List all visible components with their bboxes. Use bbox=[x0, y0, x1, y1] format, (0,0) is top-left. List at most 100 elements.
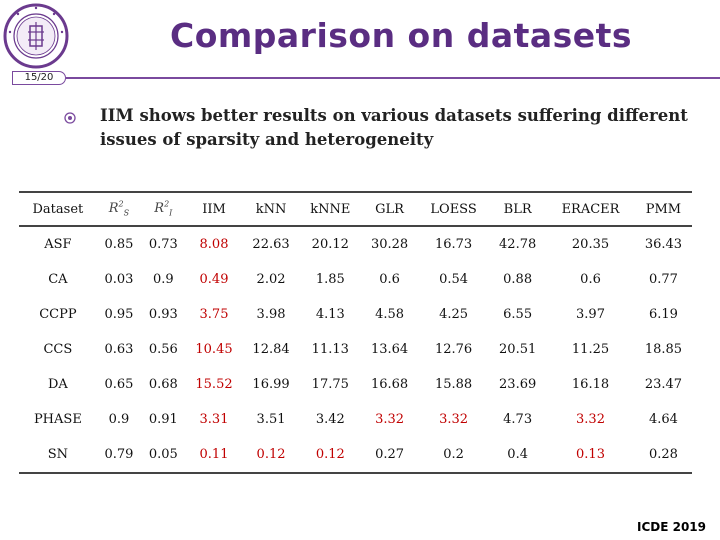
value-cell: 0.9 bbox=[108, 412, 130, 427]
value-cell: 2.02 bbox=[256, 272, 286, 287]
key-statement: IIM shows better results on various data… bbox=[100, 106, 688, 149]
column-header: kNNE bbox=[299, 191, 362, 227]
value-cell: 3.98 bbox=[256, 307, 286, 322]
value-cell: 4.73 bbox=[503, 412, 533, 427]
value-cell: 0.05 bbox=[141, 437, 186, 474]
value-cell: 0.88 bbox=[503, 272, 533, 287]
value-cell: 3.75 bbox=[199, 307, 229, 322]
divider-line bbox=[66, 77, 720, 79]
column-header: R2S bbox=[96, 191, 142, 227]
value-cell: 3.32 bbox=[375, 412, 405, 427]
column-header: Dataset bbox=[19, 191, 97, 227]
table-row: DA 0.65 0.68 15.52 16.99 17.75 16.68 15.88 23.69… bbox=[19, 367, 692, 402]
dataset-name-cell: ASF bbox=[44, 237, 72, 252]
target-bullet-icon bbox=[64, 112, 76, 124]
value-cell: 0.63 bbox=[104, 342, 134, 357]
table-row: CA 0.03 0.9 0.49 2.02 1.85 0.6 0.54 0.88 0.6 0.77 bbox=[19, 262, 692, 297]
value-cell: 15.52 bbox=[195, 377, 233, 392]
value-cell: 0.68 bbox=[148, 377, 178, 392]
table-row: CCPP 0.95 0.93 3.75 3.98 4.13 4.58 4.25 6.55 3.97… bbox=[19, 297, 692, 332]
value-cell: 36.43 bbox=[644, 237, 683, 252]
value-cell: 16.73 bbox=[434, 237, 473, 252]
value-cell: 12.76 bbox=[434, 342, 473, 357]
value-cell: 0.03 bbox=[104, 272, 134, 287]
table-row: PHASE 0.9 0.91 3.31 3.51 3.42 3.32 3.32 4.73 3.32… bbox=[19, 402, 692, 437]
value-cell: 8.08 bbox=[199, 237, 229, 252]
value-cell: 30.28 bbox=[370, 237, 409, 252]
value-cell: 10.45 bbox=[195, 342, 233, 357]
value-cell: 0.13 bbox=[546, 437, 635, 474]
value-cell: 0.56 bbox=[148, 342, 178, 357]
value-cell: 0.85 bbox=[104, 237, 134, 252]
value-cell: 16.18 bbox=[571, 377, 610, 392]
header-rule: 15/20 bbox=[12, 71, 720, 85]
value-cell: 0.65 bbox=[104, 377, 134, 392]
value-cell: 0.6 bbox=[580, 272, 601, 287]
value-cell: 3.32 bbox=[439, 412, 469, 427]
value-cell: 0.73 bbox=[148, 237, 178, 252]
value-cell: 4.64 bbox=[648, 412, 678, 427]
value-cell: 16.99 bbox=[252, 377, 290, 392]
column-header: IIM bbox=[185, 191, 243, 227]
value-cell: 3.31 bbox=[199, 412, 229, 427]
dataset-name-cell: DA bbox=[47, 377, 68, 392]
value-cell: 18.85 bbox=[644, 342, 683, 357]
value-cell: 0.28 bbox=[634, 437, 692, 474]
value-cell: 4.25 bbox=[439, 307, 469, 322]
value-cell: 12.84 bbox=[252, 342, 290, 357]
value-cell: 0.27 bbox=[361, 437, 419, 474]
value-cell: 3.97 bbox=[576, 307, 605, 322]
value-cell: 11.13 bbox=[311, 342, 349, 357]
r-squared-symbol: R2S bbox=[108, 200, 130, 218]
column-header: ERACER bbox=[546, 191, 635, 227]
value-cell: 11.25 bbox=[571, 342, 610, 357]
header-row: Dataset R2S R2I IIM kNN kNNE GLR LOESS BLR ERACER… bbox=[19, 191, 692, 227]
value-cell: 6.55 bbox=[503, 307, 533, 322]
value-cell: 3.51 bbox=[256, 412, 286, 427]
results-table: Dataset R2S R2I IIM kNN kNNE GLR LOESS BLR ERACER… bbox=[19, 191, 692, 474]
column-header: R2I bbox=[141, 191, 186, 227]
value-cell: 16.68 bbox=[370, 377, 409, 392]
dataset-name-cell: CA bbox=[48, 272, 68, 287]
value-cell: 22.63 bbox=[252, 237, 290, 252]
value-cell: 13.64 bbox=[370, 342, 409, 357]
value-cell: 23.69 bbox=[499, 377, 537, 392]
column-header: GLR bbox=[361, 191, 419, 227]
conference-footer: ICDE 2019 bbox=[636, 520, 706, 534]
page-indicator: 15/20 bbox=[12, 71, 66, 85]
table-row: SN 0.79 0.05 0.11 0.12 0.12 0.27 0.2 0.4 0.13 0.28 bbox=[19, 437, 692, 474]
table-row: CCS 0.63 0.56 10.45 12.84 11.13 13.64 12.76 20.5… bbox=[19, 332, 692, 367]
value-cell: 15.88 bbox=[434, 377, 473, 392]
value-cell: 3.32 bbox=[576, 412, 605, 427]
value-cell: 42.78 bbox=[499, 237, 537, 252]
value-cell: 4.13 bbox=[315, 307, 345, 322]
value-cell: 0.6 bbox=[379, 272, 400, 287]
value-cell: 20.51 bbox=[499, 342, 537, 357]
value-cell: 0.95 bbox=[104, 307, 134, 322]
value-cell: 0.2 bbox=[418, 437, 490, 474]
university-seal-icon bbox=[3, 3, 69, 69]
column-header: LOESS bbox=[418, 191, 490, 227]
value-cell: 1.85 bbox=[315, 272, 345, 287]
value-cell: 20.35 bbox=[571, 237, 610, 252]
value-cell: 0.93 bbox=[148, 307, 178, 322]
value-cell: 4.58 bbox=[375, 307, 405, 322]
dataset-name-cell: SN bbox=[19, 437, 97, 474]
value-cell: 0.79 bbox=[96, 437, 142, 474]
r-squared-symbol: R2I bbox=[154, 200, 173, 218]
column-header: BLR bbox=[489, 191, 547, 227]
value-cell: 0.91 bbox=[148, 412, 178, 427]
value-cell: 23.47 bbox=[644, 377, 683, 392]
value-cell: 0.77 bbox=[648, 272, 678, 287]
value-cell: 3.42 bbox=[315, 412, 345, 427]
value-cell: 0.12 bbox=[299, 437, 362, 474]
value-cell: 6.19 bbox=[648, 307, 678, 322]
value-cell: 0.9 bbox=[152, 272, 174, 287]
value-cell: 20.12 bbox=[311, 237, 349, 252]
value-cell: 0.54 bbox=[439, 272, 469, 287]
dataset-name-cell: CCPP bbox=[39, 307, 77, 322]
table-body: ASF 0.85 0.73 8.08 22.63 20.12 30.28 16.73 42.78… bbox=[19, 226, 692, 474]
dataset-name-cell: PHASE bbox=[33, 412, 82, 427]
column-header: PMM bbox=[634, 191, 692, 227]
value-cell: 0.49 bbox=[199, 272, 229, 287]
